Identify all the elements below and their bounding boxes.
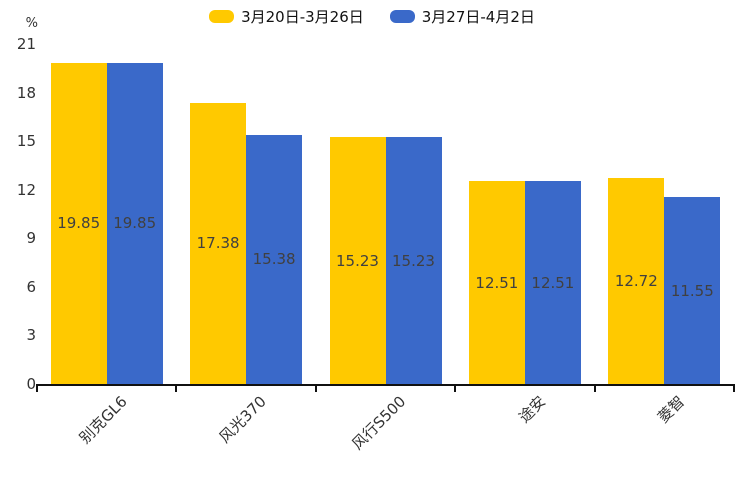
bar-value-label: 15.23 <box>336 251 379 270</box>
x-category-label: 风光370 <box>216 392 271 447</box>
legend-item-week2[interactable]: 3月27日-4月2日 <box>389 6 535 27</box>
bar-value-label: 19.85 <box>113 214 157 233</box>
legend-label-week2: 3月27日-4月2日 <box>421 8 535 26</box>
bar-week1[interactable] <box>468 181 525 384</box>
bar-week1[interactable] <box>50 62 107 384</box>
legend-swatch-week1 <box>209 10 235 23</box>
bar-value-label: 19.85 <box>57 214 101 233</box>
bar-value-label: 17.38 <box>196 234 240 253</box>
x-axis-tick <box>314 384 317 392</box>
x-category-label: 风行S500 <box>348 392 410 454</box>
legend-label-week1: 3月20日-3月26日 <box>241 8 364 26</box>
bar-week2[interactable] <box>106 62 163 384</box>
x-category-label: 途安 <box>515 392 550 427</box>
x-axis-tick <box>36 384 38 392</box>
x-category-label: 别克GL6 <box>76 392 131 448</box>
x-axis-tick <box>733 384 735 392</box>
bar-value-label: 12.51 <box>475 273 519 292</box>
y-tick-label: 0 <box>26 375 36 393</box>
x-axis-tick <box>175 384 178 392</box>
x-axis-tick <box>454 384 457 392</box>
bar-week1[interactable] <box>608 178 665 384</box>
bar-value-label: 11.55 <box>670 281 714 300</box>
bar-value-label: 15.38 <box>252 250 296 269</box>
y-tick-label: 12 <box>16 180 36 199</box>
y-tick-label: 6 <box>26 277 36 296</box>
bar-week1[interactable] <box>190 102 247 384</box>
bar-week2[interactable] <box>664 197 721 384</box>
bar-value-label: 15.23 <box>392 251 435 270</box>
y-tick-label: 3 <box>26 326 36 345</box>
x-axis-tick <box>593 384 596 392</box>
y-tick-label: 21 <box>16 35 36 53</box>
bar-week2[interactable] <box>385 137 442 384</box>
legend-swatch-week2 <box>389 10 415 23</box>
y-axis-unit-label: % <box>25 16 38 31</box>
legend-item-week1[interactable]: 3月20日-3月26日 <box>209 6 364 27</box>
x-category-label: 菱智 <box>654 392 689 427</box>
bar-week2[interactable] <box>246 134 303 384</box>
bar-value-label: 12.51 <box>531 273 575 292</box>
legend: 3月20日-3月26日 3月27日-4月2日 <box>0 6 744 27</box>
y-tick-label: 15 <box>16 132 36 151</box>
bar-value-label: 12.72 <box>614 272 658 291</box>
x-axis-line <box>37 384 734 386</box>
bar-week2[interactable] <box>524 181 581 384</box>
y-tick-label: 18 <box>16 83 36 102</box>
bar-week1[interactable] <box>329 137 386 384</box>
y-tick-label: 9 <box>26 229 36 248</box>
